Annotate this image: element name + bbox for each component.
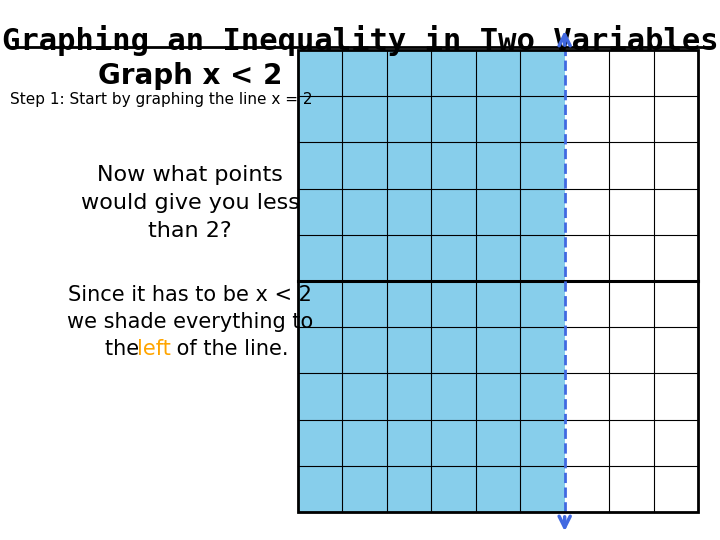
Text: the: the (105, 339, 145, 359)
Text: would give you less: would give you less (81, 193, 300, 213)
Bar (298, 50, 698, 512)
Text: Since it has to be x < 2: Since it has to be x < 2 (68, 285, 312, 305)
Text: Now what points: Now what points (97, 165, 283, 185)
Text: Graph x < 2: Graph x < 2 (98, 62, 282, 90)
Text: than 2?: than 2? (148, 221, 232, 241)
Text: Step 1: Start by graphing the line x = 2: Step 1: Start by graphing the line x = 2 (10, 92, 312, 107)
Text: of the line.: of the line. (170, 339, 288, 359)
Bar (298, 50, 564, 512)
Text: Graphing an Inequality in Two Variables: Graphing an Inequality in Two Variables (1, 25, 719, 56)
Text: we shade everything to: we shade everything to (67, 312, 313, 332)
Text: left: left (138, 339, 171, 359)
